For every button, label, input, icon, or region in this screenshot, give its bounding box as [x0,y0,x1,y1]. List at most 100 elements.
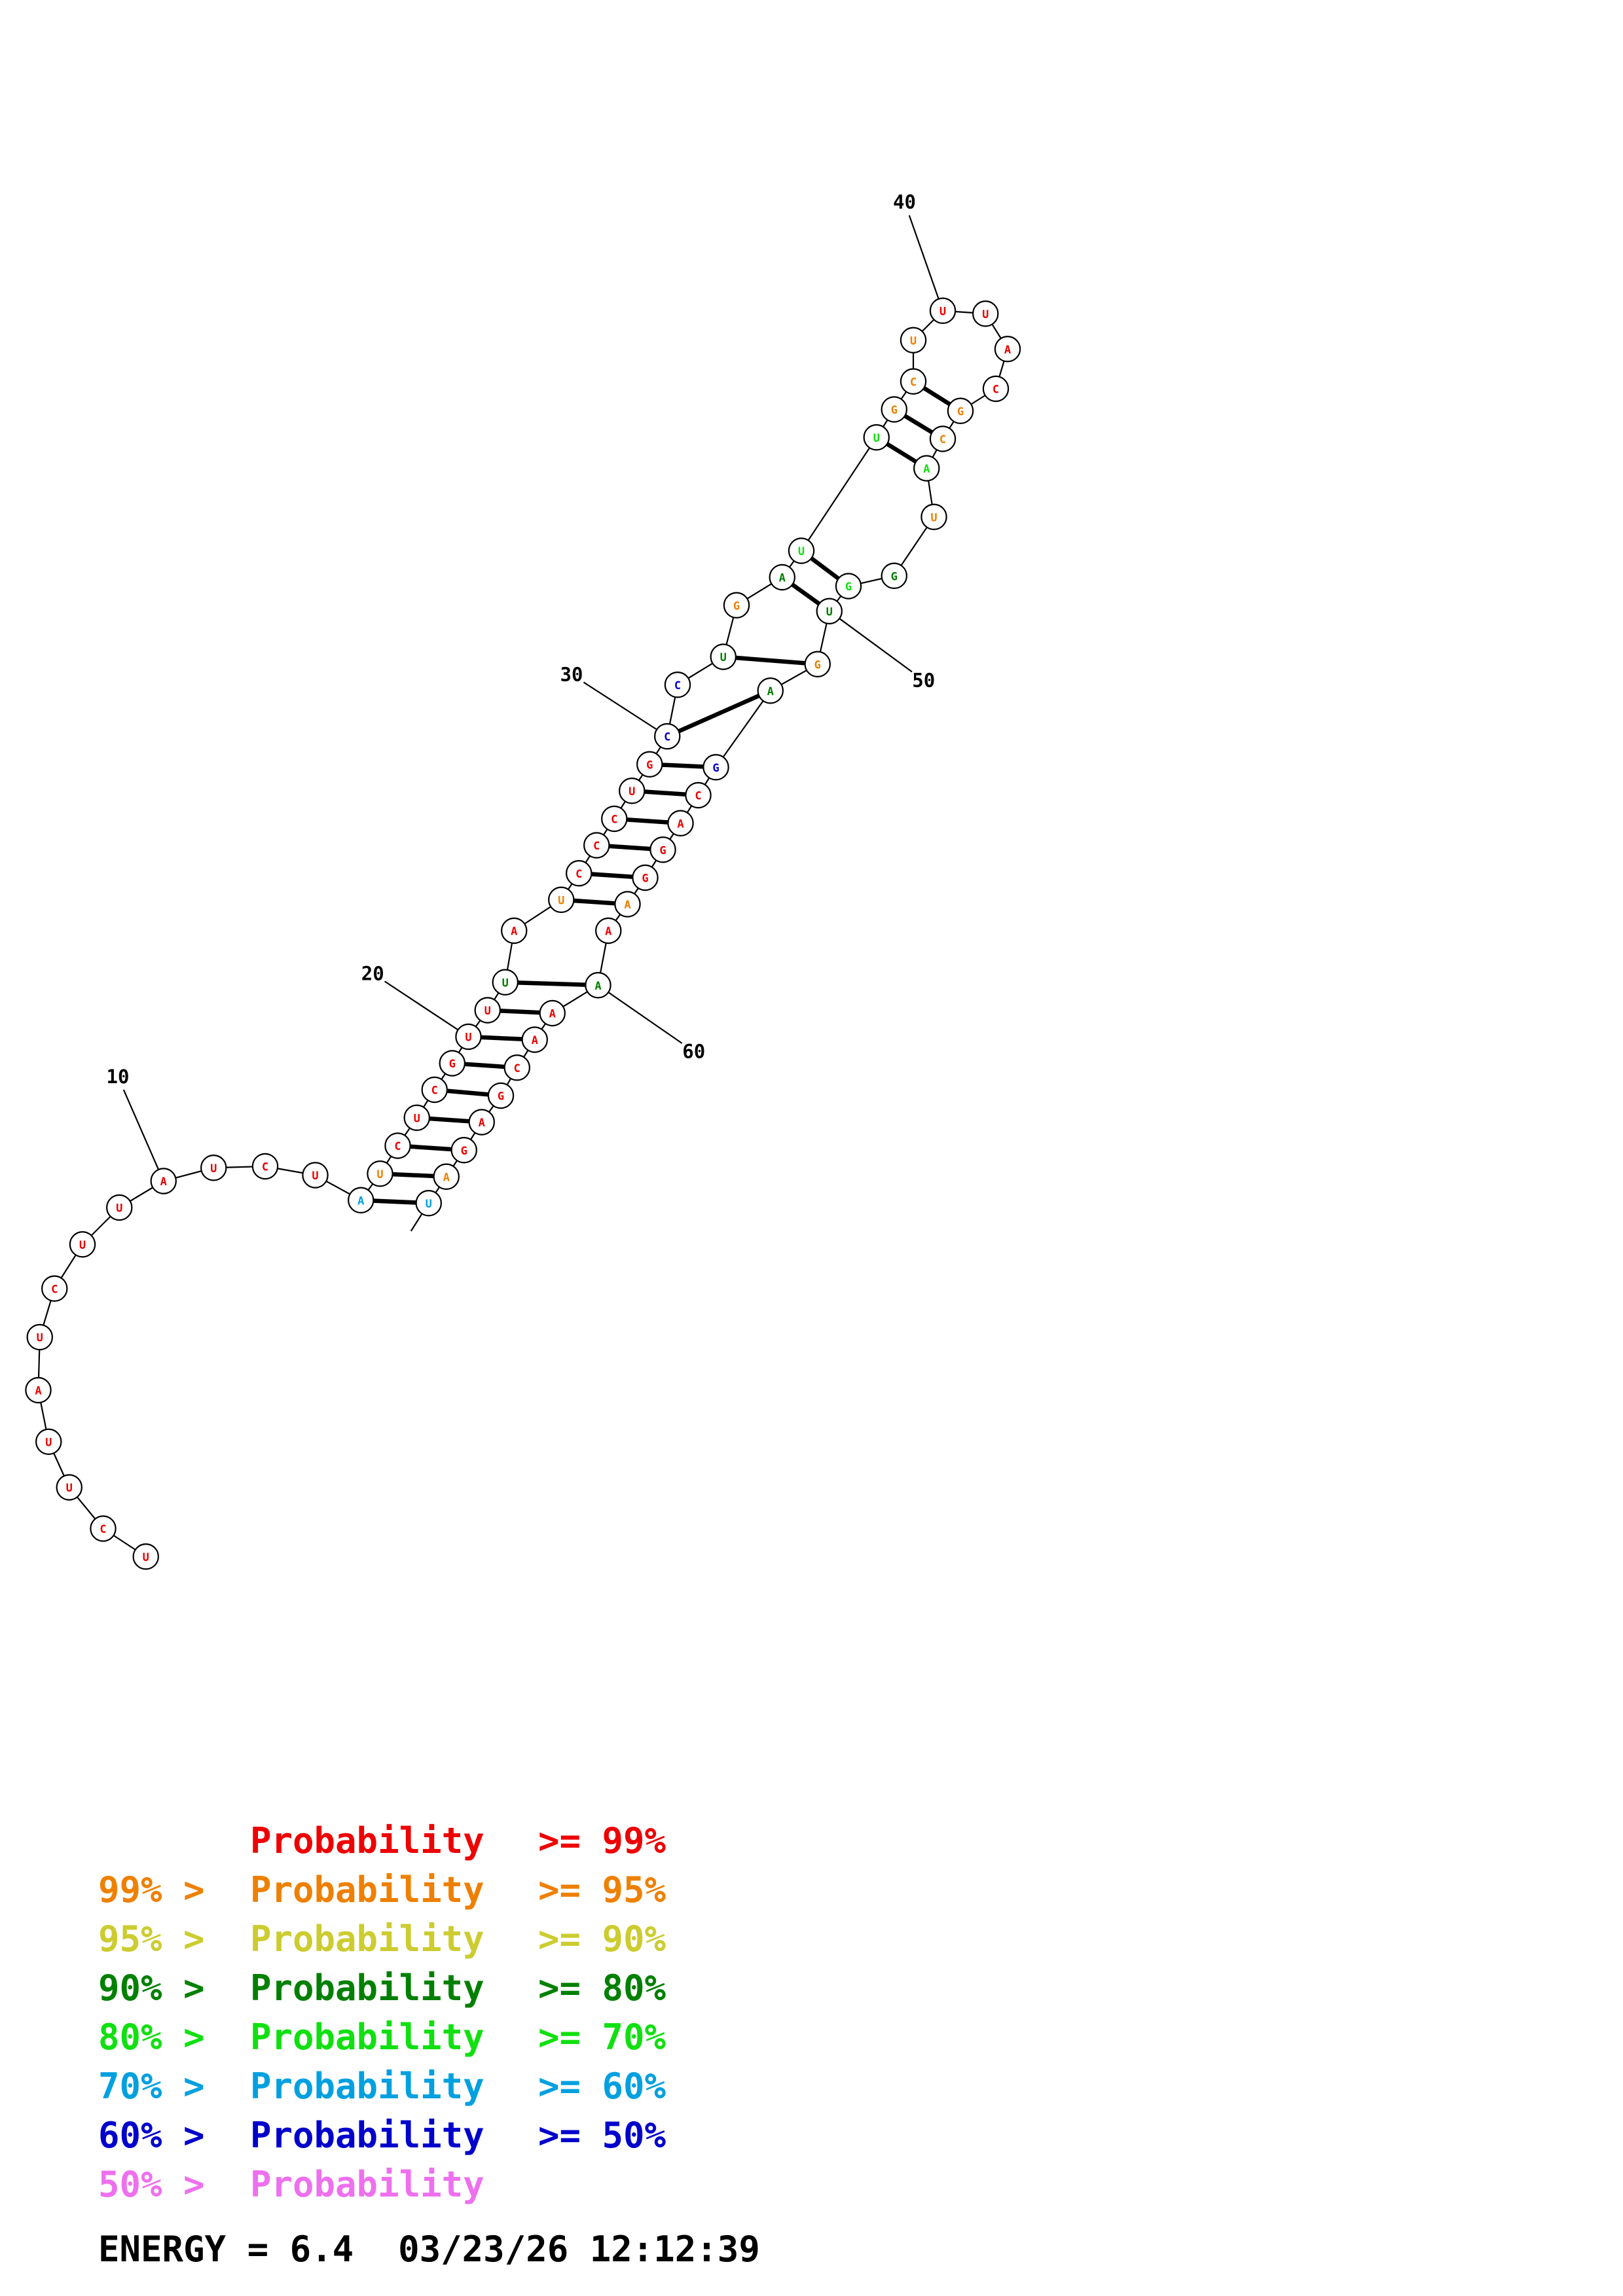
nucleotide-5: A [25,1376,52,1404]
nucleotide-letter: U [79,1239,86,1252]
nucleotide-circle [595,917,622,944]
position-label-60: 60 [682,1041,705,1063]
nucleotide-letter: A [532,1034,538,1047]
nucleotide-letter: C [695,790,701,803]
legend-row: 99% > Probability >= 95% [98,1865,666,1914]
legend-label: Probability [250,1967,484,2009]
nucleotide-67: A [433,1163,460,1190]
timestamp: 03/23/26 12:12:39 [398,2229,760,2270]
nucleotide-68: U [415,1190,442,1217]
nucleotide-circle [403,1104,430,1131]
nucleotide-letter: A [594,980,601,993]
nucleotide-15: U [367,1160,393,1187]
nucleotide-circle [56,1474,82,1501]
nucleotide-circle [415,1190,442,1217]
nucleotide-23: A [501,917,528,944]
nucleotide-letter: A [677,817,684,831]
nucleotide-letter: G [712,762,719,775]
nucleotide-letter: U [376,1168,383,1181]
nucleotide-circle [710,643,737,670]
legend-label: Probability [250,1820,484,1861]
nucleotide-circle [947,397,974,424]
nucleotide-14: A [348,1187,374,1213]
nucleotide-letter: A [624,899,630,912]
nucleotide-circle [25,1376,52,1404]
nucleotide-circle [804,651,831,677]
nucleotide-letter: U [414,1112,420,1125]
nucleotide-9: U [106,1194,133,1221]
nucleotide-42: A [994,336,1021,363]
nucleotide-circle [636,751,663,778]
nucleotide-letter: U [45,1436,52,1449]
nucleotide-32: U [710,643,737,670]
position-tick-line [839,618,913,673]
nucleotide-circle [614,891,641,918]
nucleotide-65: A [468,1109,495,1136]
legend-label: Probability [250,2164,484,2205]
probability-legend: Probability >= 99% 99% > Probability >= 95% 9… [98,1816,666,2209]
nucleotide-letter: G [891,404,898,417]
legend-prefix: 99% > [98,1869,205,1910]
nucleotide-circle [816,598,843,624]
nucleotide-circle [921,503,947,530]
legend-row: 95% > Probability >= 90% [98,1914,666,1964]
nucleotide-letter: A [605,925,611,939]
nucleotide-letter: A [160,1175,167,1189]
base-pair-bond [666,689,772,738]
nucleotide-letter: G [845,581,852,594]
position-label-30: 30 [560,664,583,686]
backbone-link [801,437,877,552]
base-pair-bond [723,655,818,666]
nucleotide-55: A [667,810,694,836]
nucleotide-18: C [421,1076,448,1103]
nucleotide-letter: G [642,872,648,886]
nucleotide-circle [367,1160,393,1187]
nucleotide-letter: U [312,1170,318,1183]
nucleotide-54: C [685,781,712,809]
nucleotide-circle [769,564,795,591]
position-tick-layer: 10 20 30 40 50 60 [107,190,939,1170]
nucleotide-letter: U [873,432,880,445]
nucleotide-letter: U [939,305,946,318]
nucleotide-45: C [929,425,957,452]
nucleotide-letter: U [558,894,564,907]
nucleotide-circle [501,917,528,944]
nucleotide-circle [450,1137,477,1164]
nucleotide-6: U [26,1323,53,1351]
base-pair-bond [505,980,598,988]
nucleotide-circle [487,1082,515,1109]
nucleotide-letter: G [891,570,898,583]
legend-prefix: 50% > [98,2164,205,2205]
nucleotide-circle [583,832,610,859]
legend-row: 50% > Probability [98,2160,666,2209]
legend-threshold: >= 90% [538,1918,666,1960]
nucleotide-circle [929,297,957,324]
nucleotide-circle [881,562,907,589]
nucleotide-circle [982,375,1010,403]
position-tick-line [608,992,683,1044]
nucleotide-22: U [492,969,519,996]
position-label-50: 50 [912,670,935,692]
nucleotide-4: U [35,1428,62,1455]
nucleotide-13: U [302,1162,329,1189]
nucleotide-letter: A [767,685,774,698]
nucleotide-letter: U [37,1332,43,1345]
legend-prefix: 95% > [98,1918,205,1960]
position-label-10: 10 [107,1066,130,1088]
nucleotide-letter: U [426,1198,432,1211]
nucleotide-circle [757,677,784,704]
nucleotide-10: A [150,1168,177,1194]
nucleotide-letter: U [210,1162,217,1175]
nucleotide-circle [654,723,681,750]
legend-threshold: >= 60% [538,2066,666,2107]
nucleotide-letter: A [357,1194,364,1208]
nucleotide-41: U [972,300,999,327]
nucleotide-19: G [439,1050,465,1077]
nucleotide-35: U [788,537,815,564]
nucleotide-circle [566,860,593,887]
nucleotide-letter: A [779,572,786,585]
nucleotide-52: A [757,677,784,704]
legend-label: Probability [250,1869,484,1910]
nucleotide-letter: A [923,463,930,476]
